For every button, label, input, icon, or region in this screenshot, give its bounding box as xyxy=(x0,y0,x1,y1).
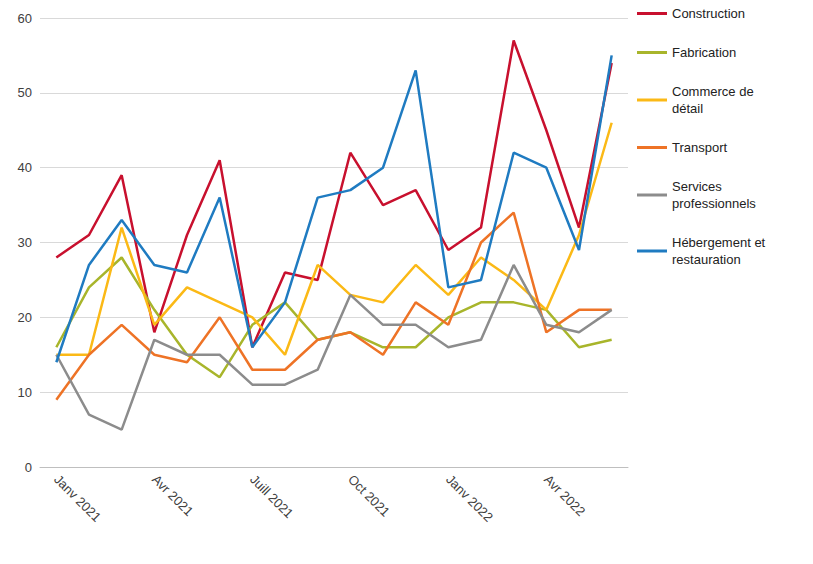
svg-text:30: 30 xyxy=(18,235,32,250)
svg-text:Avr 2021: Avr 2021 xyxy=(149,472,196,519)
svg-text:Transport: Transport xyxy=(672,140,728,155)
svg-text:Avr 2022: Avr 2022 xyxy=(541,472,588,519)
svg-text:Juill 2021: Juill 2021 xyxy=(247,472,296,521)
svg-text:Hébergement et: Hébergement et xyxy=(672,235,769,250)
svg-text:Services: Services xyxy=(672,179,725,194)
svg-text:10: 10 xyxy=(18,385,32,400)
svg-text:Construction: Construction xyxy=(672,6,745,21)
svg-text:Janv 2022: Janv 2022 xyxy=(443,472,496,525)
svg-text:40: 40 xyxy=(18,160,32,175)
svg-text:60: 60 xyxy=(18,11,32,26)
svg-text:Fabrication: Fabrication xyxy=(672,45,736,60)
svg-text:50: 50 xyxy=(18,85,32,100)
svg-text:Janv 2021: Janv 2021 xyxy=(51,472,104,525)
svg-text:0: 0 xyxy=(25,460,32,475)
svg-text:20: 20 xyxy=(18,310,32,325)
svg-text:professionnels: professionnels xyxy=(672,196,756,211)
svg-text:détail: détail xyxy=(672,101,703,116)
svg-text:restauration: restauration xyxy=(672,252,741,267)
svg-text:Oct 2021: Oct 2021 xyxy=(345,472,393,520)
svg-text:Commerce de: Commerce de xyxy=(672,84,757,99)
